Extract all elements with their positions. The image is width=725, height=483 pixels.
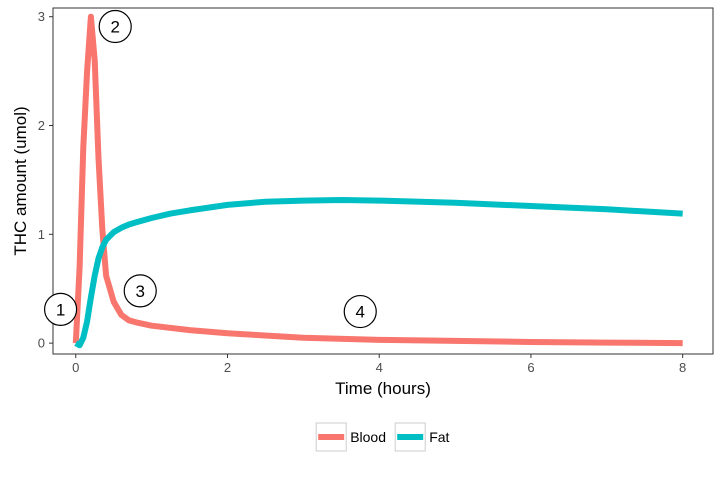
legend-label: Fat xyxy=(429,429,449,445)
annotation-circle xyxy=(98,9,132,44)
y-axis-ticks: 0 1 2 3 xyxy=(38,9,53,351)
y-axis-title: THC amount (umol) xyxy=(11,106,30,255)
annotation-circle xyxy=(343,294,377,329)
annotation-label: 3 xyxy=(136,282,145,301)
x-tick-label: 2 xyxy=(224,360,231,375)
x-tick-label: 0 xyxy=(72,360,79,375)
annotation-circle xyxy=(43,292,78,326)
legend-label: Blood xyxy=(350,429,386,445)
annotation-label: 4 xyxy=(356,303,365,322)
x-axis-ticks: 0 2 4 6 8 xyxy=(72,354,686,375)
annotation-label: 1 xyxy=(56,300,65,319)
x-axis-title: Time (hours) xyxy=(335,379,431,398)
annotation-label: 2 xyxy=(110,17,119,36)
x-tick-label: 8 xyxy=(679,360,686,375)
legend: Blood Fat xyxy=(315,422,450,452)
y-tick-label: 1 xyxy=(38,227,45,242)
annotation-circle xyxy=(123,274,157,308)
x-tick-label: 4 xyxy=(376,360,383,375)
plot-panel xyxy=(52,7,714,355)
y-tick-label: 3 xyxy=(38,9,45,24)
series-line-fat xyxy=(74,197,683,349)
series-line-blood xyxy=(72,13,683,347)
annotation-layer: 1 2 3 4 xyxy=(43,9,377,329)
series-layer xyxy=(72,13,683,349)
x-tick-label: 6 xyxy=(527,360,534,375)
y-tick-label: 0 xyxy=(38,336,45,351)
y-tick-label: 2 xyxy=(38,118,45,133)
